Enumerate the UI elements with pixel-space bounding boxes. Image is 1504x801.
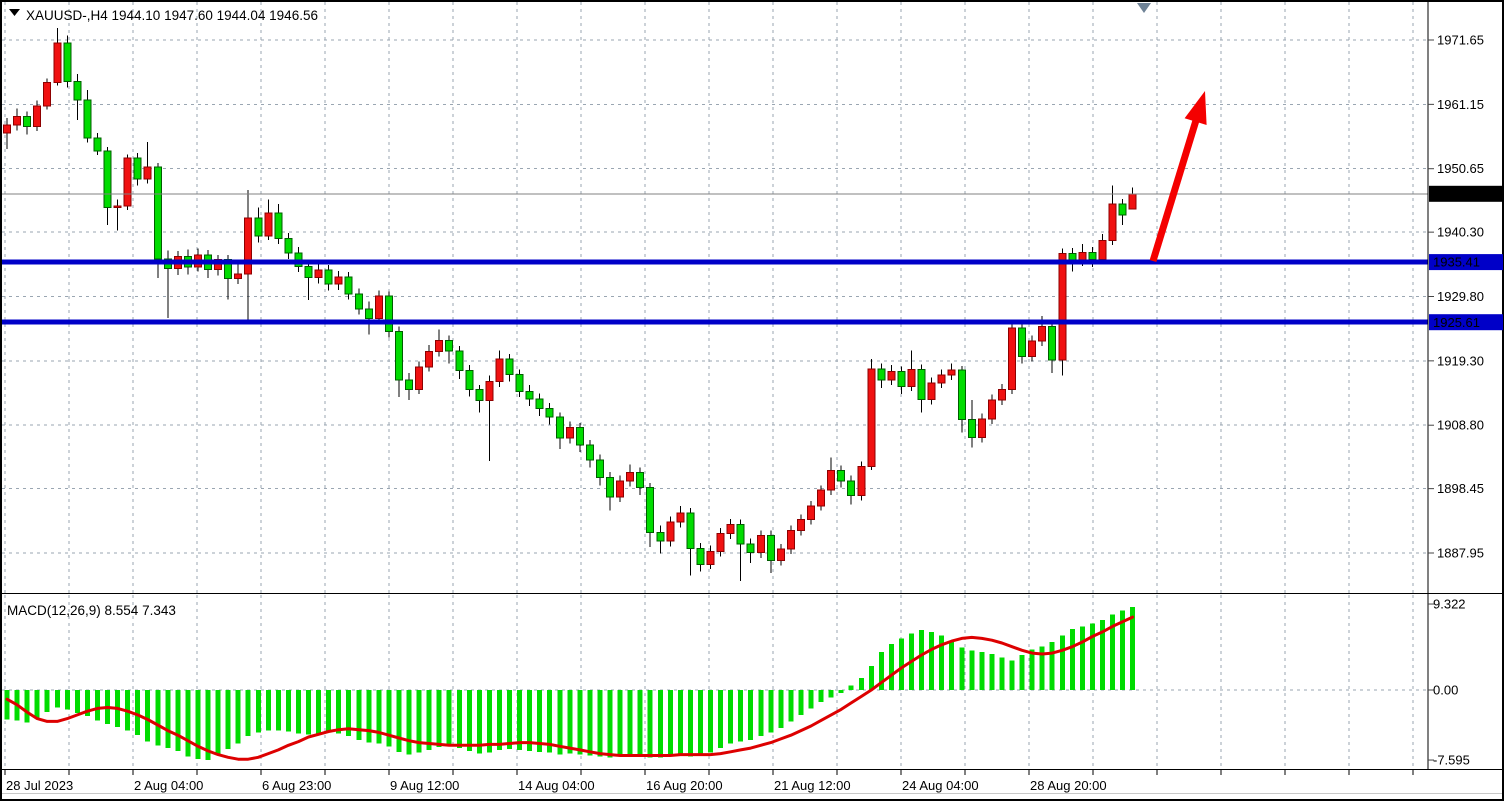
price-tick-label: 1940.30 — [1437, 225, 1484, 240]
support-resistance-lines[interactable] — [2, 259, 1428, 325]
price-tick-label: 1950.65 — [1437, 161, 1484, 176]
chart-plot-area[interactable] — [2, 2, 1428, 593]
symbol-title: XAUUSD-,H4 1944.10 1947.60 1944.04 1946.… — [26, 8, 318, 23]
time-tick-label: 28 Aug 20:00 — [1030, 778, 1107, 793]
resistance-badge-label: 1935.41 — [1433, 255, 1480, 270]
price-badge-support: 1925.61 — [1429, 314, 1503, 331]
price-tick-label: 1898.45 — [1437, 481, 1484, 496]
macd-histogram — [4, 607, 1136, 761]
macd-label: MACD(12,26,9) 8.554 7.343 — [7, 603, 176, 618]
time-tick-label: 28 Jul 2023 — [6, 778, 73, 793]
price-badge-current: 1946.56 — [1429, 185, 1503, 202]
macd-tick-label: -7.595 — [1433, 753, 1470, 768]
current-price-badge-label: 1946.56 — [1433, 186, 1480, 201]
time-tick-label: 6 Aug 23:00 — [262, 778, 331, 793]
time-axis[interactable]: 28 Jul 2023 2 Aug 04:00 6 Aug 23:00 9 Aug 1… — [4, 770, 1414, 793]
candlestick-series — [3, 28, 1137, 581]
time-tick-label: 16 Aug 20:00 — [646, 778, 723, 793]
price-tick-label: 1929.80 — [1437, 289, 1484, 304]
scroll-to-end-marker-icon[interactable] — [1137, 3, 1151, 13]
time-tick-label: 9 Aug 12:00 — [390, 778, 459, 793]
price-tick-label: 1961.15 — [1437, 97, 1484, 112]
macd-signal-line — [5, 615, 1135, 761]
macd-axis[interactable]: 9.322 0.00 -7.595 — [1428, 597, 1470, 768]
macd-tick-label: 0.00 — [1433, 683, 1458, 698]
time-tick-label: 24 Aug 04:00 — [902, 778, 979, 793]
time-tick-label: 2 Aug 04:00 — [134, 778, 203, 793]
price-badge-resistance: 1935.41 — [1429, 254, 1503, 271]
price-axis[interactable]: 1971.65 1961.15 1950.65 1940.30 1929.80 1919.… — [1428, 33, 1484, 561]
price-tick-label: 1919.30 — [1437, 353, 1484, 368]
macd-tick-label: 9.322 — [1433, 597, 1466, 612]
time-tick-label: 21 Aug 12:00 — [774, 778, 851, 793]
trend-arrow[interactable] — [1149, 91, 1207, 263]
symbol-dropdown-icon[interactable] — [9, 9, 20, 16]
time-tick-label: 14 Aug 04:00 — [518, 778, 595, 793]
price-tick-label: 1971.65 — [1437, 33, 1484, 48]
support-badge-label: 1925.61 — [1433, 315, 1480, 330]
price-tick-label: 1887.95 — [1437, 545, 1484, 560]
price-tick-label: 1908.80 — [1437, 418, 1484, 433]
